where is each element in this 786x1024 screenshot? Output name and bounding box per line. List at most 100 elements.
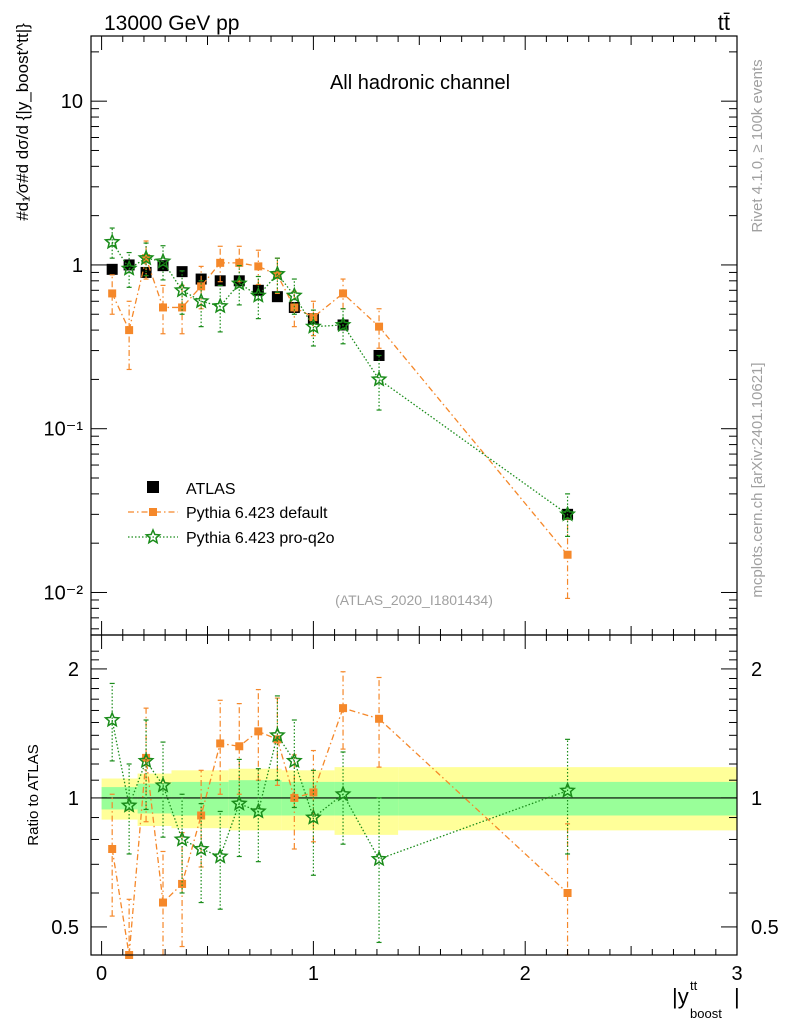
pythia-default-ratio-line xyxy=(111,707,568,956)
legend-entry-atlas: ATLAS xyxy=(147,481,236,498)
pythia-default-main-point xyxy=(178,303,187,312)
y-axis-label-ratio: Ratio to ATLAS xyxy=(25,744,42,845)
pythia-proq2o-main-point xyxy=(192,292,210,309)
pythia-default-main-point xyxy=(563,550,572,559)
pythia-proq2o-ratio-point xyxy=(192,840,210,857)
pythia-proq2o-main-point xyxy=(304,317,322,334)
pythia-proq2o-main-point xyxy=(249,286,267,303)
pythia-default-ratio-point xyxy=(178,879,187,888)
band-inner-4 xyxy=(281,781,335,816)
rivet-label: Rivet 4.1.0, ≥ 100k events xyxy=(749,59,766,232)
pythia-proq2o-main-point xyxy=(559,505,577,522)
axes-frames: 0 1 2 3 10 1 10⁻¹ 10⁻² 2 2 1 1 0.5 0.5 xyxy=(44,35,779,985)
pythia-default-main-point xyxy=(290,303,299,312)
pythia-default-main-point xyxy=(254,262,263,271)
x-axis-label-subscript: boost xyxy=(690,1006,722,1021)
pythia-proq2o-ratio-point xyxy=(249,802,267,819)
main-panel-data xyxy=(103,227,577,600)
pythia-proq2o-main-point xyxy=(211,297,229,314)
x-tick-label: 2 xyxy=(520,963,531,985)
pythia-default-ratio-point xyxy=(273,735,282,744)
pythia-default-main-point xyxy=(108,289,117,298)
pythia-default-main-point xyxy=(216,258,225,267)
pythia-proq2o-ratio-point xyxy=(304,808,322,825)
pythia-proq2o-ratio-point xyxy=(103,711,121,728)
pythia-default-ratio-point xyxy=(216,739,225,748)
pythia-default-main-point xyxy=(159,303,168,312)
pythia-default-ratio-point xyxy=(254,727,263,736)
pythia-proq2o-main-point xyxy=(285,286,303,303)
pythia-proq2o-main-line xyxy=(111,241,568,515)
pythia-default-main-point xyxy=(125,326,134,335)
pythia-proq2o-ratio-point xyxy=(559,781,577,798)
pythia-proq2o-main-point xyxy=(103,233,121,250)
pythia-default-ratio-point xyxy=(563,888,572,897)
legend-label-atlas: ATLAS xyxy=(186,481,236,498)
pythia-default-ratio-point xyxy=(159,898,168,907)
legend-entry-pythia-proq2o: Pythia 6.423 pro-q2o xyxy=(128,528,335,547)
x-axis-label: |y tt boost | xyxy=(672,978,740,1021)
pythia-default-ratio-point xyxy=(197,811,206,820)
channel-label: All hadronic channel xyxy=(330,72,510,94)
y-axis-label-main: #d₁⁄σ#d dσ/d {|y_boost^tt|} xyxy=(13,23,32,221)
band-inner-2 xyxy=(171,781,229,816)
energy-label: 13000 GeV pp xyxy=(104,12,239,35)
x-axis-label-symbol: |y xyxy=(672,984,689,1009)
x-axis-label-superscript: tt xyxy=(690,978,698,993)
pythia-proq2o-main-point xyxy=(137,249,155,266)
atlas-point xyxy=(106,263,118,275)
pythia-proq2o-main-point xyxy=(370,370,388,387)
pythia-default-ratio-point xyxy=(309,788,318,797)
pythia-default-ratio-point xyxy=(290,793,299,802)
y-tick-label-ratio: 1 xyxy=(68,788,79,810)
legend-label-pythia-default: Pythia 6.423 default xyxy=(186,505,328,522)
pythia-proq2o-ratio-point xyxy=(370,850,388,867)
pythia-proq2o-main-point xyxy=(173,281,191,298)
y-tick-label-main: 1 xyxy=(72,255,83,277)
y-tick-label-ratio-right: 0.5 xyxy=(751,917,779,939)
pythia-default-main-line xyxy=(111,255,569,556)
pythia-default-ratio-point xyxy=(339,704,348,713)
pythia-proq2o-ratio-point xyxy=(230,794,248,811)
pythia-proq2o-ratio-point xyxy=(173,830,191,847)
pythia-proq2o-ratio-point xyxy=(334,785,352,802)
atlas-point xyxy=(140,266,152,278)
pythia-proq2o-ratio-point xyxy=(211,847,229,864)
ratio-uncertainty-band xyxy=(101,767,737,835)
pythia-proq2o-main-point xyxy=(154,252,172,269)
ratio-panel-data xyxy=(103,671,577,959)
pythia-proq2o-ratio-point xyxy=(137,751,155,769)
x-tick-label: 0 xyxy=(96,963,107,985)
atlas-point xyxy=(271,291,283,303)
pythia-default-main-point xyxy=(339,289,348,298)
pythia-default-main-point xyxy=(235,258,244,267)
legend-star-shape xyxy=(144,528,162,545)
pythia-default-ratio-point xyxy=(375,714,384,723)
x-tick-label: 3 xyxy=(731,963,742,985)
legend-entry-pythia-default: Pythia 6.423 default xyxy=(128,505,328,522)
source-label: mcplots.cern.ch [arXiv:2401.10621] xyxy=(749,362,766,597)
legend-marker-pythia-default xyxy=(149,508,157,516)
y-tick-label-ratio: 2 xyxy=(68,659,79,681)
pythia-proq2o-ratio-point xyxy=(285,751,303,769)
pythia-proq2o-main-point xyxy=(268,265,286,282)
y-tick-label-main: 10⁻² xyxy=(44,582,84,604)
legend-label-pythia-proq2o: Pythia 6.423 pro-q2o xyxy=(186,530,335,547)
y-tick-label-main: 10⁻¹ xyxy=(44,419,84,441)
pythia-proq2o-main-point xyxy=(334,316,352,333)
x-axis-label-bar: | xyxy=(734,984,740,1009)
pythia-proq2o-ratio-point xyxy=(120,796,138,813)
legend-marker-pythia-proq2o xyxy=(144,528,162,545)
y-tick-label-ratio-right: 2 xyxy=(751,659,762,681)
pythia-default-ratio-point xyxy=(235,742,244,751)
ratio-panel-frame xyxy=(90,634,738,956)
pythia-proq2o-ratio-line xyxy=(111,719,568,860)
pythia-proq2o-ratio-point xyxy=(268,726,286,743)
legend-marker-atlas xyxy=(147,481,159,493)
pythia-default-main-point xyxy=(375,322,384,331)
band-inner-6 xyxy=(398,781,737,816)
analysis-label: (ATLAS_2020_I1801434) xyxy=(335,592,493,608)
y-tick-label-main: 10 xyxy=(61,91,83,113)
x-tick-label: 1 xyxy=(308,963,319,985)
